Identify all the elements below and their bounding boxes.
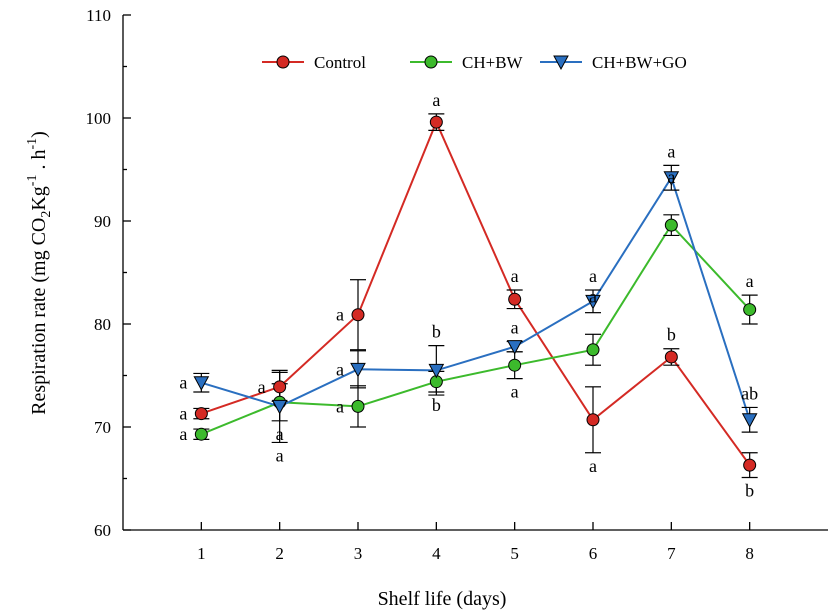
data-point-s1 <box>743 303 757 317</box>
x-tick-label: 8 <box>745 544 754 563</box>
significance-label: a <box>432 90 440 110</box>
series-line-0 <box>200 119 751 466</box>
significance-label: a <box>667 141 675 161</box>
significance-label: a <box>258 377 266 397</box>
data-point-s0 <box>586 413 600 427</box>
legend-swatch-marker <box>424 55 438 69</box>
y-axis-title-part-c: . h <box>28 150 50 175</box>
significance-label: a <box>179 373 187 393</box>
data-point-s1 <box>194 427 208 441</box>
y-tick-label: 110 <box>86 6 111 25</box>
significance-label: b <box>432 395 441 415</box>
significance-label: b <box>432 322 441 342</box>
y-axis-title-sup1: -1 <box>25 175 40 187</box>
data-point-s1 <box>508 358 522 372</box>
data-point-s2 <box>350 362 366 378</box>
significance-label: a <box>589 456 597 476</box>
significance-label: a <box>336 359 344 379</box>
y-axis-title-part-d: ) <box>28 131 50 138</box>
significance-label: ab <box>741 383 758 403</box>
y-axis-title-sup2: -1 <box>25 138 40 150</box>
x-tick-label: 1 <box>197 544 206 563</box>
significance-label: a <box>589 266 597 286</box>
significance-label: a <box>179 404 187 424</box>
significance-label: a <box>511 382 519 402</box>
significance-label: b <box>667 325 676 345</box>
legend-label: CH+BW <box>462 53 524 72</box>
legend: Control CH+BW CH+BW+GO <box>262 53 687 72</box>
data-point-s2 <box>428 363 445 379</box>
data-point-s0 <box>194 407 208 421</box>
series-line-1 <box>200 223 751 436</box>
data-point-s0 <box>429 115 443 129</box>
significance-label: a <box>276 424 284 444</box>
y-tick-label: 70 <box>94 418 111 437</box>
significance-label: a <box>336 305 344 325</box>
y-tick-label: 100 <box>86 109 112 128</box>
x-tick-label: 7 <box>667 544 676 563</box>
significance-label: a <box>667 167 675 187</box>
significance-label: a <box>511 318 519 338</box>
y-axis-title-sub: 2 <box>39 211 54 218</box>
significance-label: a <box>276 445 284 465</box>
legend-item-0: Control <box>262 53 366 72</box>
data-point-s2 <box>506 340 523 355</box>
data-point-s2 <box>193 376 210 391</box>
y-tick-label: 90 <box>94 212 111 231</box>
legend-label: CH+BW+GO <box>592 53 687 72</box>
data-point-s0 <box>743 458 757 472</box>
significance-label: a <box>179 424 187 444</box>
legend-item-1: CH+BW <box>410 53 524 72</box>
x-tick-label: 3 <box>354 544 363 563</box>
legend-swatch-marker <box>553 55 569 71</box>
data-point-s1 <box>351 399 365 413</box>
significance-label: a <box>589 286 597 306</box>
data-point-s2 <box>271 399 288 415</box>
data-point-s0 <box>351 308 365 322</box>
data-point-s0 <box>508 292 522 306</box>
x-tick-label: 2 <box>275 544 284 563</box>
data-point-s0 <box>664 350 678 364</box>
x-tick-label: 5 <box>510 544 519 563</box>
y-tick-label: 80 <box>94 315 111 334</box>
x-tick-label: 4 <box>432 544 441 563</box>
x-tick-label: 6 <box>589 544 598 563</box>
data-point-s1 <box>586 343 600 357</box>
series-line-2 <box>201 175 751 421</box>
axes: 60 70 80 90 100 110 1 2 3 4 5 6 7 8 <box>86 6 828 563</box>
y-axis-title-part-b: Kg <box>28 186 50 210</box>
significance-label: a <box>511 266 519 286</box>
y-axis-title: Respiration rate (mg CO2Kg-1 . h-1) <box>25 131 54 415</box>
significance-label: a <box>746 271 754 291</box>
data-point-s2 <box>663 171 680 186</box>
data-point-s1 <box>664 218 678 232</box>
legend-label: Control <box>314 53 366 72</box>
data-point-s2 <box>741 413 758 428</box>
y-tick-label: 60 <box>94 521 111 540</box>
y-axis-title-part-a: Respiration rate (mg CO <box>28 218 50 415</box>
legend-swatch-marker <box>276 55 290 69</box>
significance-label: b <box>745 480 754 500</box>
data-point-s0 <box>273 380 287 394</box>
data-point-s2 <box>585 294 601 310</box>
legend-item-2: CH+BW+GO <box>540 53 687 72</box>
x-axis-title: Shelf life (days) <box>378 588 507 610</box>
significance-label: a <box>336 396 344 416</box>
